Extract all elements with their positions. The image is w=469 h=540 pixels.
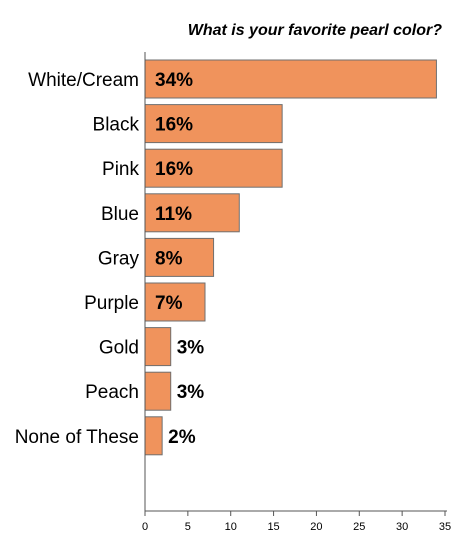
category-label: Black <box>93 115 140 136</box>
category-label: Purple <box>84 293 139 314</box>
value-label: 3% <box>177 338 205 359</box>
category-label: White/Cream <box>28 70 139 91</box>
value-label: 3% <box>177 382 205 403</box>
bar-3 <box>144 193 240 233</box>
bar-4 <box>144 237 215 277</box>
value-label: 16% <box>155 115 193 136</box>
value-label: 2% <box>168 427 196 448</box>
category-label: Gold <box>99 338 139 359</box>
x-tick-label: 30 <box>396 521 408 533</box>
value-label: 7% <box>155 293 183 314</box>
axis-layer: 0 5 10 15 20 25 30 35 <box>142 52 451 533</box>
x-tick-label: 5 <box>185 521 191 533</box>
category-label: None of These <box>15 427 139 448</box>
category-label: Pink <box>102 159 139 180</box>
category-label: Peach <box>85 382 139 403</box>
x-tick-label: 0 <box>142 521 148 533</box>
x-tick-label: 10 <box>225 521 237 533</box>
bar-0 <box>144 59 437 99</box>
x-tick-label: 15 <box>267 521 279 533</box>
bars-layer: White/Cream 34% Black 16% Pink 16% Blue 11% Gray… <box>15 59 437 456</box>
value-label: 34% <box>155 70 193 91</box>
bar-6 <box>144 327 172 367</box>
category-label: Gray <box>98 248 140 269</box>
x-tick-label: 25 <box>353 521 365 533</box>
bar-8 <box>144 416 163 456</box>
value-label: 11% <box>155 204 192 225</box>
bar-2 <box>144 148 283 188</box>
bar-1 <box>144 104 283 144</box>
category-label: Blue <box>101 204 139 225</box>
chart-title: What is your favorite pearl color? <box>188 22 443 39</box>
bar-7 <box>144 371 172 411</box>
value-label: 8% <box>155 248 183 269</box>
x-tick-label: 20 <box>310 521 322 533</box>
value-label: 16% <box>155 159 193 180</box>
x-tick-label: 35 <box>439 521 451 533</box>
